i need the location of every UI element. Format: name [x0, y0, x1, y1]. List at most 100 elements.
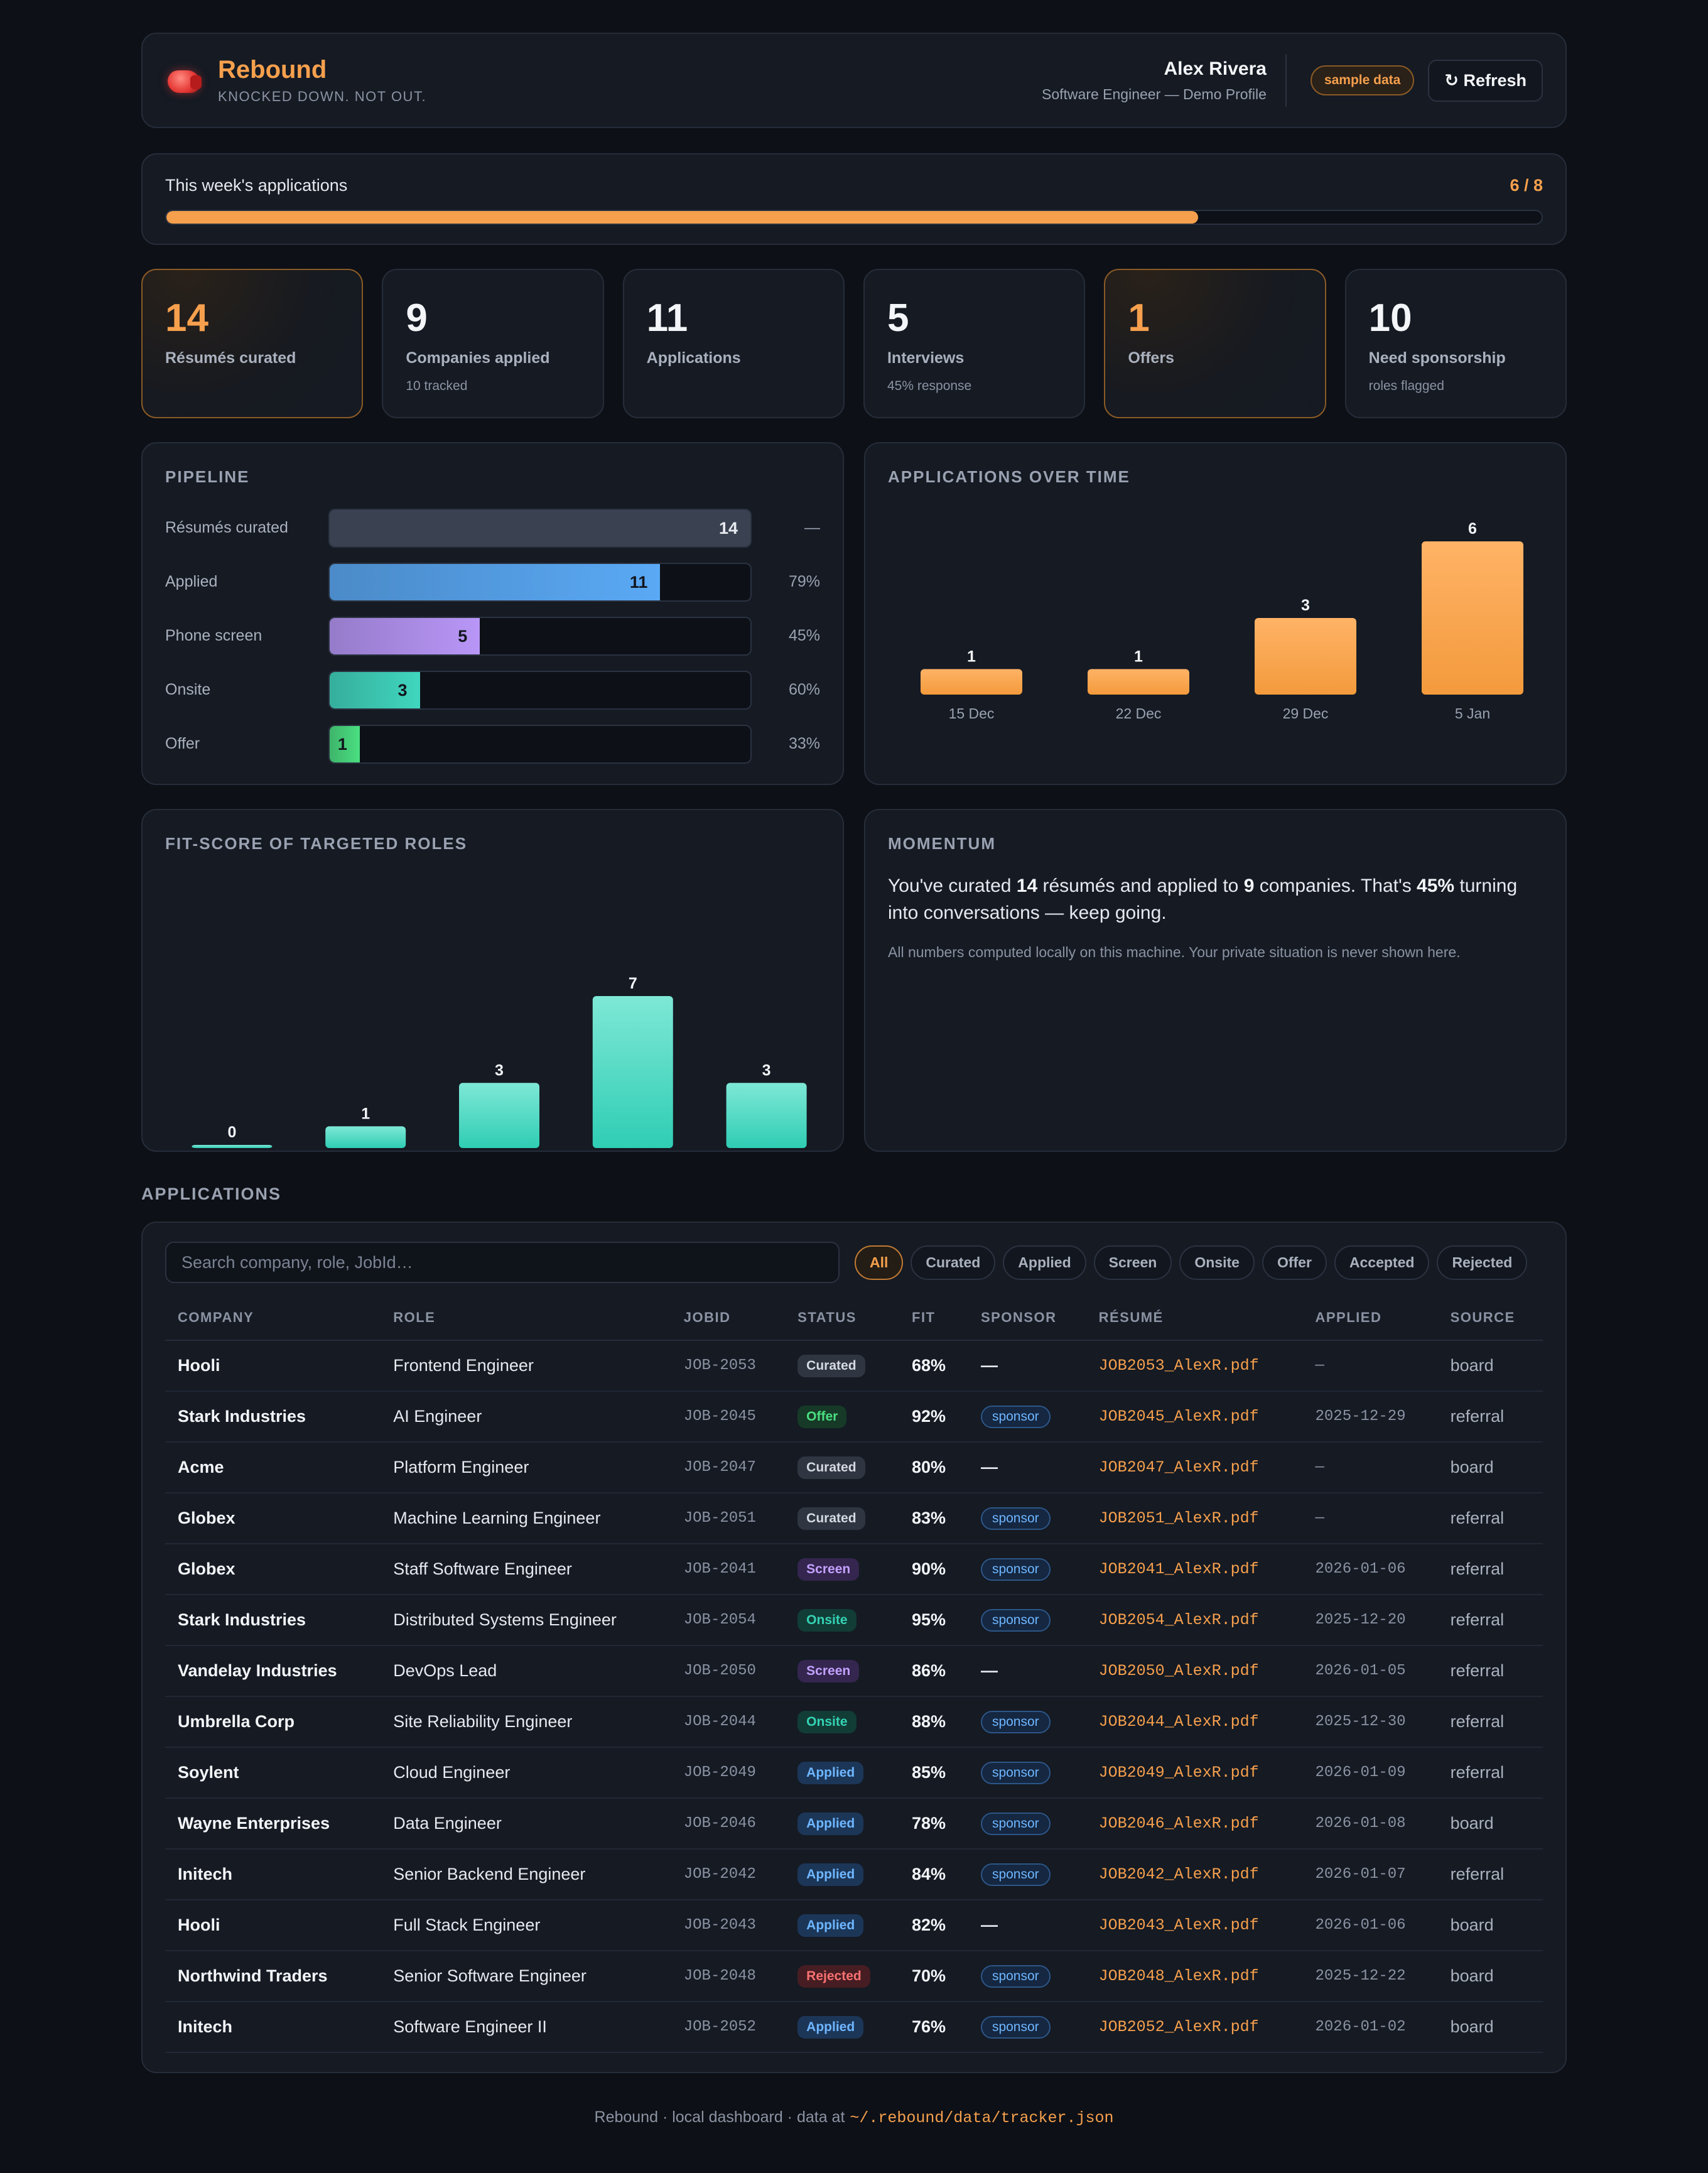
- status-cell: Applied: [785, 1900, 899, 1951]
- x-tick-label: 5 Jan: [1455, 705, 1490, 722]
- sponsor-cell: sponsor: [968, 1595, 1086, 1646]
- pipeline-bar: 5: [330, 618, 480, 654]
- column-header[interactable]: FIT: [899, 1296, 968, 1341]
- table-row[interactable]: Wayne Enterprises Data Engineer JOB-2046 Ap…: [165, 1798, 1543, 1850]
- resume-link[interactable]: JOB2053_AlexR.pdf: [1086, 1340, 1303, 1392]
- jobid-cell: JOB-2046: [671, 1798, 786, 1850]
- applications-section-title: APPLICATIONS: [141, 1184, 282, 1203]
- table-row[interactable]: Stark Industries AI Engineer JOB-2045 Offer…: [165, 1391, 1543, 1443]
- status-badge: Onsite: [797, 1710, 857, 1733]
- column-header[interactable]: STATUS: [785, 1296, 899, 1341]
- column-header[interactable]: SOURCE: [1437, 1296, 1543, 1341]
- table-row[interactable]: Vandelay Industries DevOps Lead JOB-2050 Sc…: [165, 1645, 1543, 1697]
- company-cell: Stark Industries: [165, 1391, 381, 1443]
- table-row[interactable]: Initech Software Engineer II JOB-2052 Appli…: [165, 2002, 1543, 2053]
- fit-cell: 82%: [899, 1900, 968, 1951]
- resume-link[interactable]: JOB2050_AlexR.pdf: [1086, 1645, 1303, 1697]
- column-header[interactable]: SPONSOR: [968, 1296, 1086, 1341]
- table-row[interactable]: Hooli Frontend Engineer JOB-2053 Curated 68%…: [165, 1340, 1543, 1392]
- status-badge: Curated: [797, 1507, 865, 1530]
- resume-link[interactable]: JOB2052_AlexR.pdf: [1086, 2002, 1303, 2053]
- sample-data-badge: sample data: [1310, 65, 1415, 95]
- table-row[interactable]: Acme Platform Engineer JOB-2047 Curated 80% —…: [165, 1442, 1543, 1493]
- filter-chip-offer[interactable]: Offer: [1262, 1245, 1327, 1280]
- jobid-cell: JOB-2049: [671, 1747, 786, 1799]
- filter-chip-applied[interactable]: Applied: [1003, 1245, 1086, 1280]
- pipeline-bar-value: 14: [718, 519, 738, 538]
- table-row[interactable]: Hooli Full Stack Engineer JOB-2043 Applied 8…: [165, 1900, 1543, 1951]
- table-row[interactable]: Northwind Traders Senior Software Enginee…: [165, 1951, 1543, 2002]
- applied-date-cell: —: [1302, 1442, 1438, 1493]
- company-cell: Wayne Enterprises: [165, 1798, 381, 1850]
- role-cell: Software Engineer II: [381, 2002, 671, 2053]
- resume-link[interactable]: JOB2049_AlexR.pdf: [1086, 1747, 1303, 1799]
- user-profile: Alex Rivera Software Engineer — Demo Pro…: [1042, 54, 1287, 107]
- footer: Rebound · local dashboard · data at ~/.re…: [141, 2108, 1567, 2127]
- table-row[interactable]: Soylent Cloud Engineer JOB-2049 Applied 85% s…: [165, 1747, 1543, 1799]
- table-row[interactable]: Globex Machine Learning Engineer JOB-2051 C…: [165, 1493, 1543, 1544]
- source-cell: referral: [1437, 1544, 1543, 1595]
- filter-chip-curated[interactable]: Curated: [911, 1245, 996, 1280]
- table-row[interactable]: Umbrella Corp Site Reliability Engineer JO…: [165, 1696, 1543, 1748]
- sponsor-none: —: [980, 1458, 998, 1477]
- pipeline-track: 14: [328, 509, 752, 548]
- search-input[interactable]: [165, 1242, 840, 1283]
- sponsor-badge: sponsor: [980, 1710, 1051, 1733]
- stat-value: 10: [1368, 296, 1412, 340]
- resume-link[interactable]: JOB2054_AlexR.pdf: [1086, 1595, 1303, 1646]
- filter-chip-onsite[interactable]: Onsite: [1179, 1245, 1255, 1280]
- resume-link[interactable]: JOB2048_AlexR.pdf: [1086, 1951, 1303, 2002]
- status-cell: Screen: [785, 1645, 899, 1697]
- company-cell: Vandelay Industries: [165, 1645, 381, 1697]
- weekly-progress-label: This week's applications: [165, 176, 348, 195]
- weekly-progress-card: This week's applications 6 / 8: [141, 153, 1567, 245]
- fit-cell: 92%: [899, 1391, 968, 1443]
- source-cell: referral: [1437, 1849, 1543, 1900]
- role-cell: Frontend Engineer: [381, 1340, 671, 1392]
- role-cell: DevOps Lead: [381, 1645, 671, 1697]
- stat-label: Offers: [1128, 349, 1174, 367]
- resume-link[interactable]: JOB2045_AlexR.pdf: [1086, 1391, 1303, 1443]
- resume-link[interactable]: JOB2043_AlexR.pdf: [1086, 1900, 1303, 1951]
- resume-link[interactable]: JOB2051_AlexR.pdf: [1086, 1493, 1303, 1544]
- jobid-cell: JOB-2041: [671, 1544, 786, 1595]
- applied-date-cell: 2026-01-02: [1302, 2002, 1438, 2053]
- stat-card: 14 Résumés curated: [141, 269, 364, 418]
- status-cell: Applied: [785, 1849, 899, 1900]
- filter-chip-all[interactable]: All: [855, 1245, 904, 1280]
- filter-chip-accepted[interactable]: Accepted: [1334, 1245, 1430, 1280]
- resume-link[interactable]: JOB2046_AlexR.pdf: [1086, 1798, 1303, 1850]
- applications-card: AllCuratedAppliedScreenOnsiteOfferAccept…: [141, 1222, 1567, 2073]
- column-header[interactable]: RÉSUMÉ: [1086, 1296, 1303, 1341]
- sponsor-cell: sponsor: [968, 1951, 1086, 2002]
- resume-link[interactable]: JOB2041_AlexR.pdf: [1086, 1544, 1303, 1595]
- pipeline-row: Applied 11 79%: [165, 563, 820, 602]
- table-row[interactable]: Initech Senior Backend Engineer JOB-2042 Ap…: [165, 1849, 1543, 1900]
- column-header[interactable]: JOBID: [671, 1296, 786, 1341]
- pipeline-conversion-pct: 79%: [788, 573, 820, 590]
- jobid-cell: JOB-2050: [671, 1645, 786, 1697]
- fit-cell: 95%: [899, 1595, 968, 1646]
- source-cell: referral: [1437, 1747, 1543, 1799]
- role-cell: Senior Software Engineer: [381, 1951, 671, 2002]
- resume-link[interactable]: JOB2044_AlexR.pdf: [1086, 1696, 1303, 1748]
- table-row[interactable]: Globex Staff Software Engineer JOB-2041 Scr…: [165, 1544, 1543, 1595]
- column-header[interactable]: APPLIED: [1302, 1296, 1438, 1341]
- user-role: Software Engineer — Demo Profile: [1042, 85, 1267, 102]
- company-cell: Northwind Traders: [165, 1951, 381, 2002]
- company-cell: Umbrella Corp: [165, 1696, 381, 1748]
- filter-chip-screen[interactable]: Screen: [1093, 1245, 1172, 1280]
- table-row[interactable]: Stark Industries Distributed Systems Engi…: [165, 1595, 1543, 1646]
- company-cell: Globex: [165, 1493, 381, 1544]
- filter-chip-rejected[interactable]: Rejected: [1437, 1245, 1528, 1280]
- bar-value-label: 0: [227, 1124, 236, 1141]
- resume-link[interactable]: JOB2047_AlexR.pdf: [1086, 1442, 1303, 1493]
- brand-name: Rebound: [218, 56, 327, 84]
- refresh-button[interactable]: ↻ Refresh: [1428, 59, 1543, 102]
- column-header[interactable]: ROLE: [381, 1296, 671, 1341]
- column-header[interactable]: COMPANY: [165, 1296, 381, 1341]
- jobid-cell: JOB-2053: [671, 1340, 786, 1392]
- momentum-panel: MOMENTUM You've curated 14 résumés and a…: [864, 809, 1567, 1152]
- bar-value-label: 3: [762, 1061, 771, 1079]
- resume-link[interactable]: JOB2042_AlexR.pdf: [1086, 1849, 1303, 1900]
